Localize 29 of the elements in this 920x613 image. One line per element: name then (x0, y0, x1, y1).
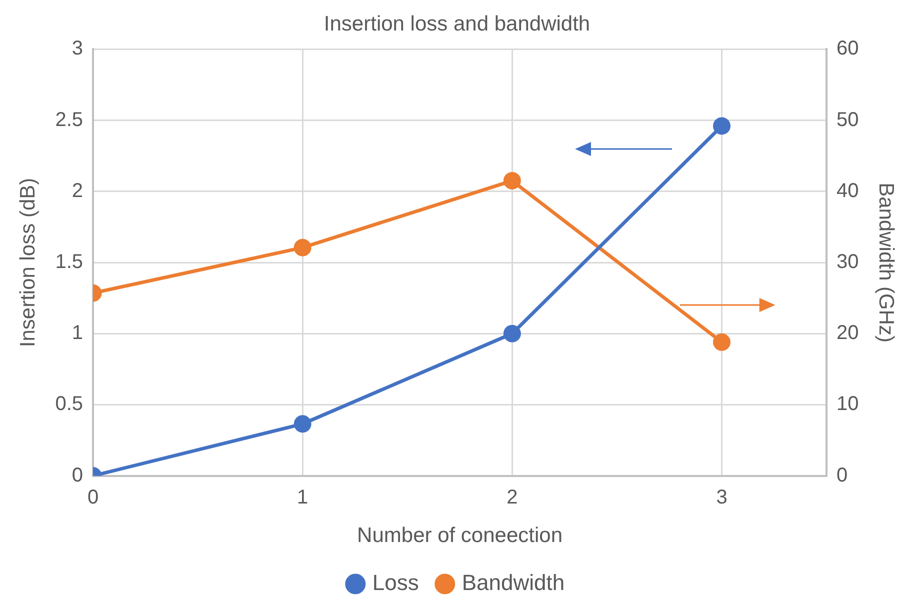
y2-tick-label: 20 (836, 322, 859, 344)
legend-label: Loss (372, 570, 419, 596)
x-tick-label: 3 (716, 486, 728, 508)
y-axis-title: Insertion loss (dB) (16, 178, 40, 348)
y2-tick-label: 50 (836, 108, 859, 131)
y2-tick-label: 60 (836, 38, 859, 60)
point (503, 324, 521, 342)
y-tick-label: 1 (72, 322, 84, 344)
point (294, 415, 312, 433)
x-axis-title: Number of coneection (357, 524, 563, 548)
point (713, 333, 731, 351)
x-tick-label: 1 (297, 486, 308, 508)
legend-label: Bandwidth (462, 570, 565, 596)
y-tick-label: 1.5 (55, 251, 84, 274)
y2-tick-label: 40 (836, 180, 859, 202)
y2-axis-title: Bandwidth (GHz) (874, 182, 898, 342)
point (503, 172, 521, 190)
y-tick-label: 2.5 (55, 108, 84, 131)
y2-tick-label: 30 (836, 251, 859, 274)
x-tick-label: 2 (506, 486, 518, 508)
y2-tick-label: 0 (836, 464, 848, 486)
y-tick-label: 3 (72, 38, 84, 60)
x-tick-label: 0 (87, 486, 99, 508)
y2-tick-label: 10 (836, 393, 859, 416)
y-tick-label: 0.5 (55, 393, 84, 416)
chart-title: Insertion loss and bandwidth (324, 12, 590, 36)
point (713, 117, 731, 135)
y-tick-label: 0 (72, 464, 84, 486)
y-tick-label: 2 (72, 180, 84, 202)
